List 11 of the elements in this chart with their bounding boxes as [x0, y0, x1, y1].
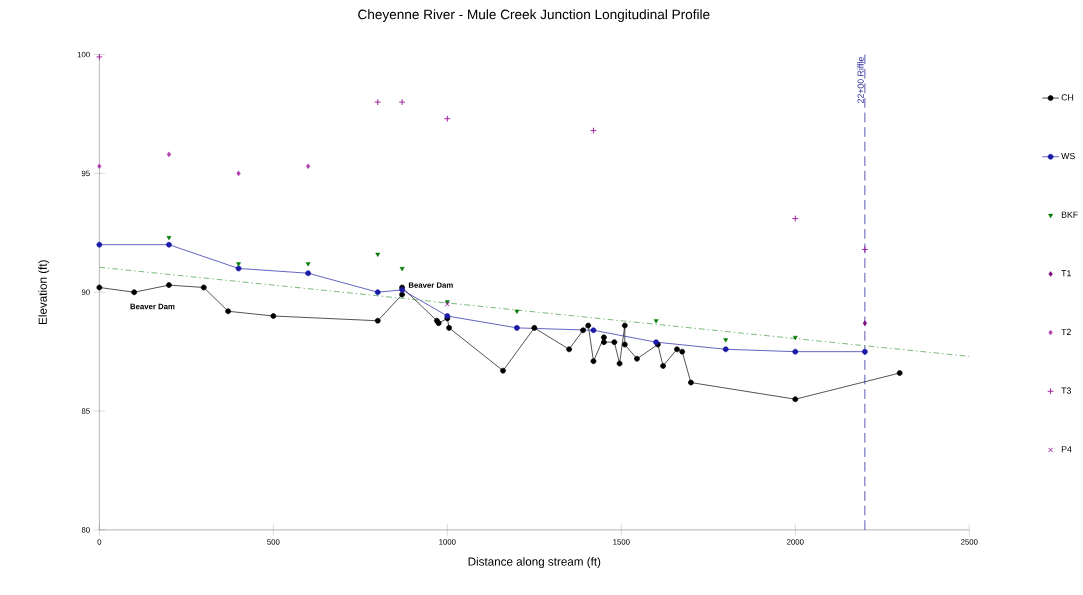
ref-line-label: 22+00 Riffle	[857, 56, 864, 103]
x-axis-title: Distance along stream (ft)	[468, 557, 601, 568]
y-axis-title: Elevation (ft)	[38, 260, 50, 324]
legend-label: BKF	[1061, 211, 1078, 218]
legend-label: T3	[1061, 387, 1071, 394]
legend-label: WS	[1061, 152, 1075, 160]
chart-title: Cheyenne River - Mule Creek Junction Longitudinal Profile	[358, 9, 710, 22]
legend-label: CH	[1061, 94, 1074, 101]
legend-label: T1	[1061, 270, 1071, 277]
legend-label: P4	[1061, 446, 1072, 453]
legend-label: T2	[1061, 328, 1071, 335]
